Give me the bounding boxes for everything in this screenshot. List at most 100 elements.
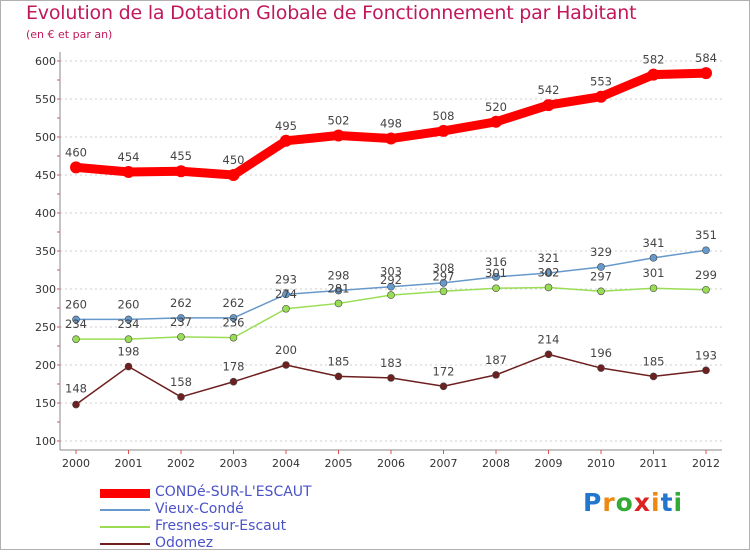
legend-swatch <box>100 508 150 511</box>
y-tick-label: 600 <box>35 55 56 68</box>
data-label: 460 <box>65 145 87 159</box>
data-label: 200 <box>275 343 297 357</box>
data-label: 185 <box>643 354 665 368</box>
data-label: 148 <box>65 382 87 396</box>
x-tick-label: 2000 <box>62 457 90 470</box>
data-label: 299 <box>695 268 717 282</box>
data-label: 508 <box>433 109 455 123</box>
legend-label: Odomez <box>155 535 214 551</box>
data-point <box>334 286 343 295</box>
data-label: 297 <box>433 269 455 283</box>
data-label: 260 <box>65 297 87 311</box>
data-label: 301 <box>643 266 665 280</box>
data-point <box>332 129 345 142</box>
data-label: 183 <box>380 356 402 370</box>
data-label: 274 <box>275 287 297 301</box>
data-point <box>544 269 553 277</box>
data-point <box>72 315 80 324</box>
data-label: 520 <box>485 100 507 114</box>
data-label: 185 <box>328 354 350 368</box>
data-point <box>542 99 555 112</box>
data-point <box>387 282 395 291</box>
legend-swatch <box>100 525 150 528</box>
legend-label: CONDé-SUR-L'ESCAUT <box>155 484 312 500</box>
data-point <box>280 134 292 147</box>
data-point <box>124 315 133 324</box>
data-point <box>649 372 658 381</box>
logo-letter: r <box>602 488 616 517</box>
x-tick-label: 2007 <box>430 457 458 470</box>
data-point <box>229 333 238 342</box>
x-tick-label: 2006 <box>377 457 405 470</box>
data-point <box>647 68 660 81</box>
x-tick-label: 2009 <box>535 457 563 470</box>
data-point <box>649 254 658 262</box>
y-tick-label: 100 <box>35 435 56 448</box>
data-label: 498 <box>380 117 402 131</box>
proxiti-logo: Proxiti <box>583 488 683 517</box>
data-label: 316 <box>485 255 507 269</box>
data-label: 193 <box>695 348 717 362</box>
data-point <box>595 90 607 103</box>
data-label: 262 <box>170 296 192 310</box>
x-tick-label: 2008 <box>482 457 510 470</box>
y-tick-label: 200 <box>35 359 56 372</box>
legend-swatch <box>100 542 150 545</box>
data-label: 292 <box>380 273 402 287</box>
data-point <box>72 400 80 409</box>
chart-title: Evolution de la Dotation Globale de Fonc… <box>26 2 637 24</box>
data-label: 234 <box>118 317 140 331</box>
y-tick-label: 150 <box>35 397 56 410</box>
data-point <box>597 263 605 271</box>
data-label: 341 <box>643 236 665 250</box>
data-point <box>385 132 397 145</box>
legend-label: Vieux-Condé <box>155 501 244 517</box>
data-point <box>439 382 448 391</box>
data-point <box>229 314 238 322</box>
x-tick-label: 2012 <box>692 457 720 470</box>
data-point <box>492 371 500 379</box>
data-label: 262 <box>223 296 245 310</box>
data-label: 450 <box>223 153 245 167</box>
data-point <box>177 314 185 322</box>
data-label: 260 <box>118 297 140 311</box>
data-point <box>70 161 82 174</box>
logo-letter: o <box>615 488 634 517</box>
data-label: 297 <box>590 269 612 283</box>
data-point <box>387 374 395 382</box>
data-point <box>439 287 448 296</box>
chart-subtitle: (en € et par an) <box>26 28 113 41</box>
data-label: 455 <box>170 149 192 163</box>
data-label: 298 <box>328 269 350 283</box>
data-point <box>282 290 290 299</box>
data-point <box>282 304 290 313</box>
logo-letter: x <box>633 488 651 517</box>
data-point <box>177 333 185 341</box>
y-tick-label: 450 <box>35 169 56 182</box>
data-point <box>492 273 500 281</box>
data-label: 196 <box>590 346 612 360</box>
x-tick-label: 2005 <box>325 457 353 470</box>
data-label: 158 <box>170 375 192 389</box>
data-point <box>492 284 500 293</box>
data-point <box>702 246 710 255</box>
data-point <box>334 372 343 381</box>
data-label: 301 <box>485 266 507 280</box>
data-label: 178 <box>223 360 245 374</box>
data-label: 553 <box>590 75 612 89</box>
x-tick-label: 2002 <box>167 457 195 470</box>
legend-label: Fresnes-sur-Escaut <box>155 518 287 534</box>
data-point <box>124 335 133 343</box>
y-tick-label: 250 <box>35 321 56 334</box>
data-label: 281 <box>328 281 350 295</box>
data-label: 237 <box>170 315 192 329</box>
data-label: 302 <box>538 265 560 279</box>
data-label: 214 <box>538 332 560 346</box>
logo-letter: i <box>651 488 661 517</box>
x-tick-label: 2003 <box>220 457 248 470</box>
data-point <box>700 67 712 80</box>
data-point <box>177 393 185 401</box>
data-point <box>597 287 605 296</box>
